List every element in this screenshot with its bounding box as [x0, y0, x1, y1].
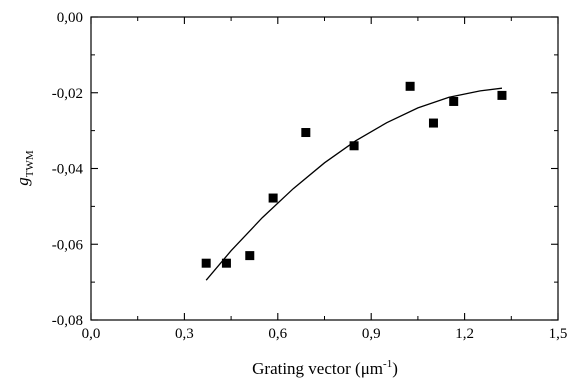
x-tick-label: 1,5	[549, 326, 568, 342]
plot-frame	[90, 16, 559, 321]
fit-curve	[205, 87, 503, 281]
axis-tick-labels: 0,0 0,3 0,6 0,9 1,2 1,5 0,00 -0,02 -0,04 -0,06 -0,…	[52, 10, 568, 342]
x-tick-label: 0,0	[82, 326, 101, 342]
x-axis-label-superscript: -1	[383, 358, 392, 370]
axis-ticks	[90, 16, 559, 321]
y-axis-label-main: g	[13, 177, 32, 186]
y-tick-label: -0,08	[52, 313, 83, 329]
data-point	[201, 258, 211, 268]
x-tick-label: 0,9	[362, 326, 381, 342]
data-point	[245, 251, 255, 261]
y-tick-label: -0,06	[52, 237, 84, 253]
data-points-layer	[201, 81, 507, 268]
y-tick-label: -0,04	[52, 162, 84, 178]
x-axis-label-main: Grating vector (μm	[252, 359, 383, 378]
x-tick-label: 0,6	[268, 326, 287, 342]
data-point	[349, 141, 359, 151]
data-point	[497, 90, 507, 100]
fit-curve-layer	[205, 87, 503, 281]
x-axis-label: Grating vector (μm-1)	[252, 358, 398, 378]
y-axis-label: gTWM	[13, 150, 36, 186]
data-point	[268, 193, 278, 203]
x-tick-label: 1,2	[455, 326, 474, 342]
x-tick-label: 0,3	[175, 326, 194, 342]
y-tick-label: 0,00	[57, 10, 83, 26]
x-axis-label-close: )	[392, 359, 398, 378]
y-tick-label: -0,02	[52, 86, 83, 102]
data-point	[221, 258, 231, 268]
data-point	[405, 81, 415, 91]
data-point	[449, 96, 459, 106]
data-point	[428, 118, 438, 128]
y-axis-label-subscript: TWM	[24, 150, 36, 177]
data-point	[301, 128, 311, 138]
